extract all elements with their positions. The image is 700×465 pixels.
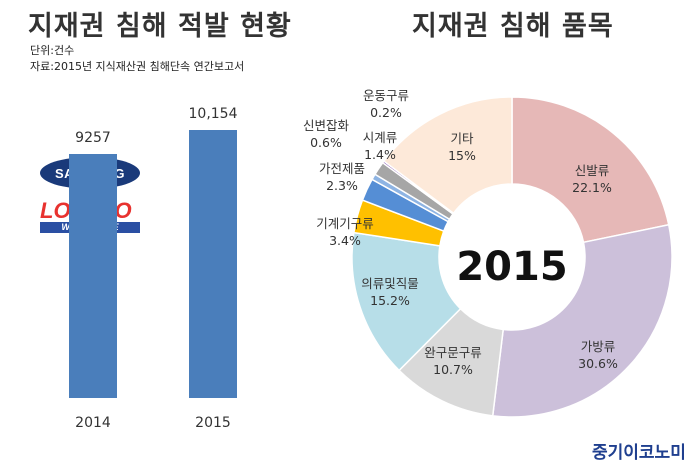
- donut-label-name: 완구문구류: [424, 345, 482, 360]
- donut-label-9: 기타 15%: [417, 130, 507, 164]
- right-chart-title: 지재권 침해 품목: [412, 11, 614, 42]
- source-note: 자료:2015년 지식재산권 침해단속 연간보고서: [30, 60, 245, 73]
- donut-label-8: 운동구류 0.2%: [341, 87, 431, 121]
- donut-center-year: 2015: [456, 244, 568, 290]
- donut-label-value: 2.3%: [326, 178, 358, 193]
- unit-note: 단위:건수: [30, 44, 75, 57]
- donut-label-7: 시계류 1.4%: [335, 129, 425, 163]
- donut-label-value: 10.7%: [433, 362, 473, 377]
- donut-label-name: 가방류: [580, 339, 616, 354]
- bar-value-label: 10,154: [188, 106, 238, 122]
- bar-2014: [69, 154, 117, 398]
- donut-label-name: 기타: [450, 131, 474, 146]
- donut-label-name: 신발류: [574, 163, 610, 178]
- donut-label-1: 가방류 30.6%: [553, 338, 643, 372]
- donut-label-value: 0.2%: [370, 105, 402, 120]
- donut-label-5: 가전제품 2.3%: [297, 160, 387, 194]
- donut-slice-3: [351, 231, 462, 372]
- bar-chart: 9257 2014 10,154 2015: [0, 0, 300, 465]
- donut-label-name: 의류및직물: [361, 276, 419, 291]
- donut-label-name: 시계류: [362, 130, 398, 145]
- bar-category-label: 2015: [195, 415, 231, 431]
- bar-2015: [189, 130, 237, 398]
- donut-label-value: 0.6%: [310, 135, 342, 150]
- donut-label-3: 의류및직물 15.2%: [345, 275, 435, 309]
- donut-label-value: 3.4%: [329, 233, 361, 248]
- donut-label-name: 기계기구류: [316, 216, 374, 231]
- donut-chart: [351, 96, 673, 418]
- donut-label-value: 1.4%: [364, 147, 396, 162]
- donut-label-6: 신변잡화 0.6%: [281, 117, 371, 151]
- donut-label-value: 30.6%: [578, 356, 618, 371]
- donut-label-4: 기계기구류 3.4%: [300, 215, 390, 249]
- left-chart-title: 지재권 침해 적발 현황: [28, 11, 292, 42]
- donut-label-value: 15%: [448, 148, 476, 163]
- donut-label-0: 신발류 22.1%: [547, 162, 637, 196]
- footer-brand: 중기이코노미: [592, 443, 686, 463]
- bar-value-label: 9257: [75, 130, 111, 146]
- donut-label-value: 15.2%: [370, 293, 410, 308]
- donut-label-2: 완구문구류 10.7%: [408, 344, 498, 378]
- donut-label-value: 22.1%: [572, 180, 612, 195]
- donut-label-name: 신변잡화: [302, 118, 349, 133]
- donut-slice-0: [511, 96, 670, 244]
- donut-label-name: 운동구류: [362, 88, 409, 103]
- donut-label-name: 가전제품: [318, 161, 365, 176]
- donut-slice-1: [491, 223, 673, 418]
- bar-category-label: 2014: [75, 415, 111, 431]
- donut-slice-9: [382, 96, 513, 215]
